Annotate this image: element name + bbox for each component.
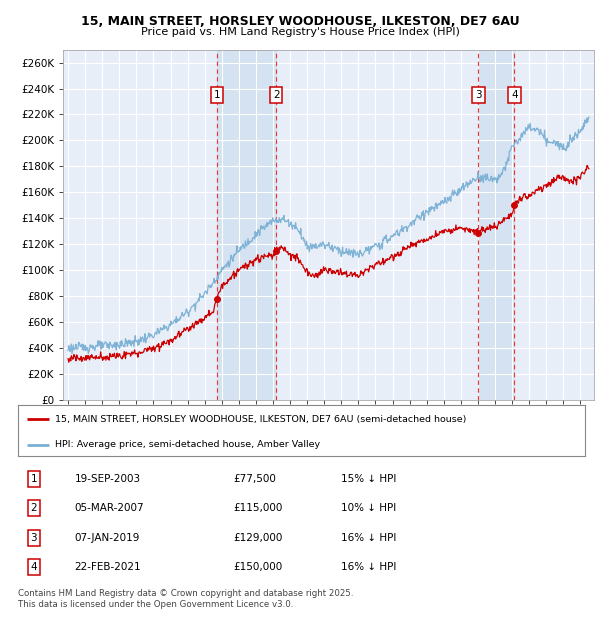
Text: 16% ↓ HPI: 16% ↓ HPI (341, 562, 397, 572)
Bar (217, 50, 276, 400)
Text: This data is licensed under the Open Government Licence v3.0.: This data is licensed under the Open Gov… (18, 600, 293, 609)
Text: 15, MAIN STREET, HORSLEY WOODHOUSE, ILKESTON, DE7 6AU (semi-detached house): 15, MAIN STREET, HORSLEY WOODHOUSE, ILKE… (55, 415, 466, 423)
Text: Price paid vs. HM Land Registry's House Price Index (HPI): Price paid vs. HM Land Registry's House … (140, 27, 460, 37)
Text: 4: 4 (31, 562, 37, 572)
Text: 15% ↓ HPI: 15% ↓ HPI (341, 474, 397, 484)
Bar (478, 50, 514, 400)
Text: 22-FEB-2021: 22-FEB-2021 (75, 562, 142, 572)
Text: 4: 4 (511, 90, 518, 100)
Text: 3: 3 (31, 533, 37, 542)
Text: 1: 1 (31, 474, 37, 484)
Text: 3: 3 (475, 90, 482, 100)
Text: HPI: Average price, semi-detached house, Amber Valley: HPI: Average price, semi-detached house,… (55, 440, 320, 449)
Text: £129,000: £129,000 (233, 533, 283, 542)
Text: £150,000: £150,000 (233, 562, 283, 572)
Text: 2: 2 (273, 90, 280, 100)
Text: 05-MAR-2007: 05-MAR-2007 (75, 503, 145, 513)
Text: 10% ↓ HPI: 10% ↓ HPI (341, 503, 397, 513)
Text: 19-SEP-2003: 19-SEP-2003 (75, 474, 141, 484)
Text: 07-JAN-2019: 07-JAN-2019 (75, 533, 140, 542)
Text: 15, MAIN STREET, HORSLEY WOODHOUSE, ILKESTON, DE7 6AU: 15, MAIN STREET, HORSLEY WOODHOUSE, ILKE… (80, 15, 520, 28)
Text: 1: 1 (214, 90, 220, 100)
Text: Contains HM Land Registry data © Crown copyright and database right 2025.: Contains HM Land Registry data © Crown c… (18, 589, 353, 598)
Text: 2: 2 (31, 503, 37, 513)
Text: £115,000: £115,000 (233, 503, 283, 513)
Text: £77,500: £77,500 (233, 474, 277, 484)
Text: 16% ↓ HPI: 16% ↓ HPI (341, 533, 397, 542)
